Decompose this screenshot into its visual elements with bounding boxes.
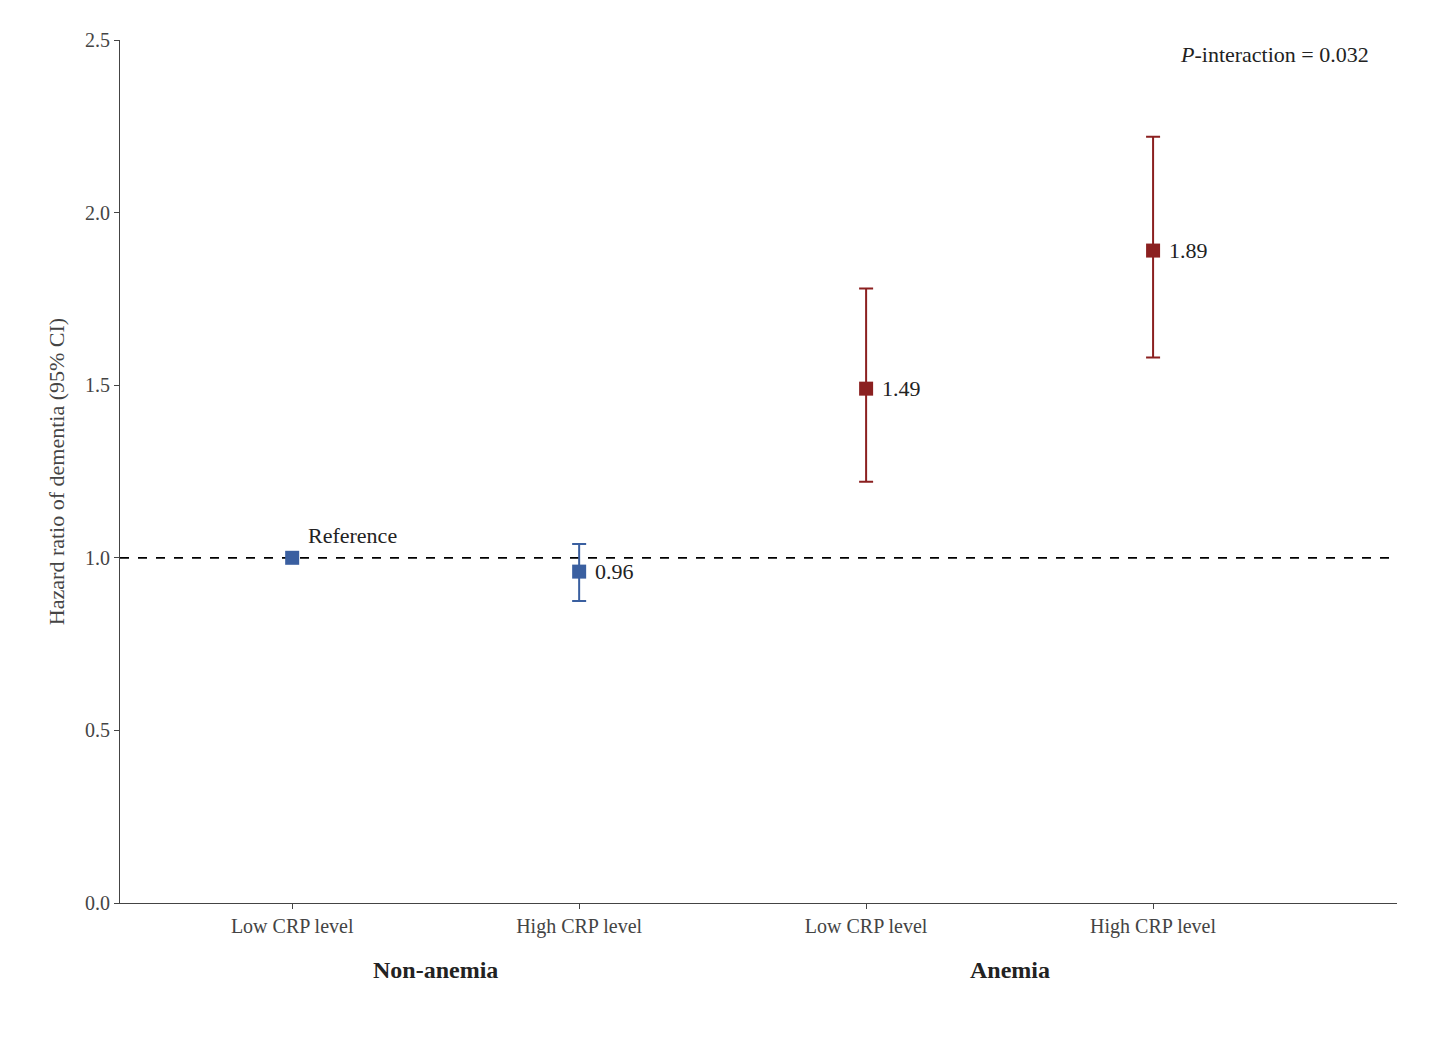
svg-text:0.0: 0.0 (85, 892, 110, 914)
svg-text:Hazard ratio of dementia (95%: Hazard ratio of dementia (95% CI) (44, 318, 69, 625)
svg-text:Reference: Reference (308, 523, 397, 548)
svg-text:P-interaction = 0.032: P-interaction = 0.032 (1180, 42, 1369, 67)
svg-text:Low CRP level: Low CRP level (231, 915, 354, 937)
svg-text:0.96: 0.96 (595, 559, 634, 584)
svg-text:High CRP level: High CRP level (1090, 915, 1216, 938)
svg-text:Non-anemia: Non-anemia (373, 957, 498, 983)
svg-text:1.0: 1.0 (85, 547, 110, 569)
svg-text:0.5: 0.5 (85, 719, 110, 741)
svg-text:2.0: 2.0 (85, 202, 110, 224)
svg-text:High CRP level: High CRP level (516, 915, 642, 938)
svg-text:2.5: 2.5 (85, 29, 110, 51)
svg-text:1.89: 1.89 (1169, 238, 1208, 263)
svg-text:1.5: 1.5 (85, 374, 110, 396)
svg-text:Low CRP level: Low CRP level (805, 915, 928, 937)
svg-text:Anemia: Anemia (970, 957, 1050, 983)
svg-text:1.49: 1.49 (882, 376, 921, 401)
